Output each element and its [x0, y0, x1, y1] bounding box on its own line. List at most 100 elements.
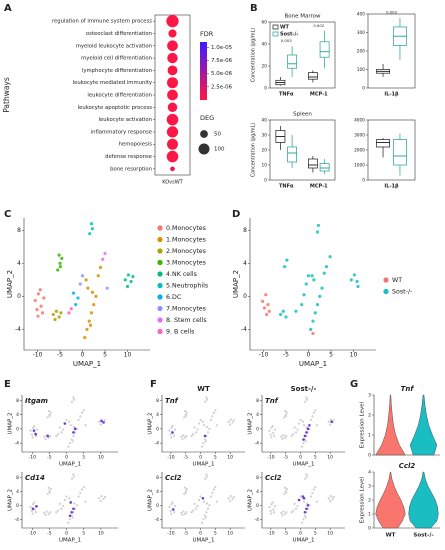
x-tick-label: 10 [327, 455, 333, 461]
background-cell [271, 424, 274, 428]
cell-point [33, 298, 37, 303]
background-cell [305, 473, 308, 476]
background-cell [204, 440, 207, 443]
x-tick-label: 0 [299, 531, 302, 537]
background-cell [273, 428, 277, 431]
expressing-cell [303, 510, 307, 514]
background-cell [190, 434, 193, 438]
expressing-cell [306, 503, 310, 507]
cell-point [58, 261, 62, 265]
y-tick-label: -4 [15, 517, 20, 523]
background-cell [63, 498, 66, 502]
axes [261, 472, 345, 529]
background-cell [72, 473, 75, 476]
size-legend-label: 50 [214, 132, 221, 138]
background-cell [284, 486, 287, 489]
cell-point [56, 268, 60, 272]
x-tick-label: -5 [47, 531, 52, 537]
y-tick-label: 4 [243, 260, 247, 267]
cell-point [302, 293, 306, 297]
background-cell [227, 420, 230, 423]
background-cell [98, 497, 101, 500]
y-tick-label: 3000 [354, 133, 365, 139]
background-cell [305, 475, 309, 478]
x-tick-label: 0 [65, 531, 68, 537]
y-tick-label: 0 [16, 503, 19, 509]
background-cell [171, 501, 174, 504]
background-cell [212, 411, 215, 414]
pathway-label: leukocyte activation [98, 117, 152, 123]
background-cell [315, 424, 318, 427]
cell-point [131, 274, 135, 279]
y-axis-label: Expression Level [360, 401, 366, 448]
y-tick-label: 60 [262, 20, 268, 26]
y-tick-label: 0 [243, 293, 247, 300]
expressing-cell [171, 431, 174, 434]
expressing-cell [171, 508, 175, 511]
cell-point [74, 303, 78, 307]
background-cell [48, 491, 51, 494]
panel-letter: D [232, 209, 240, 220]
cell-point [39, 304, 43, 308]
dot [167, 40, 178, 52]
background-cell [184, 409, 187, 413]
legend-swatch [157, 305, 163, 312]
cell-point [76, 296, 80, 300]
background-cell [173, 428, 177, 431]
y-tick-label: 8 [256, 475, 259, 481]
background-cell [65, 418, 68, 422]
size-legend-title: DEG [200, 114, 214, 122]
background-cell [311, 415, 314, 418]
x-tick-label: 5 [214, 455, 217, 461]
cell-point [54, 309, 59, 313]
cell-point [88, 232, 92, 236]
violin [409, 394, 438, 456]
y-tick-label: 4 [16, 412, 19, 418]
background-cell [204, 516, 207, 519]
y-tick-label: 10 [262, 163, 268, 169]
background-cell [292, 509, 295, 512]
background-cell [292, 433, 295, 436]
background-cell [296, 504, 299, 508]
panel-letter: B [250, 3, 258, 14]
pathway-label: lymphocyte differentiation [82, 68, 152, 74]
x-tick-label: 0 [307, 352, 311, 359]
pathway-label: inflammatory response [91, 129, 152, 135]
background-cell [205, 475, 209, 478]
background-cell [184, 414, 188, 418]
background-cell [182, 510, 185, 513]
y-tick-label: -4 [15, 441, 20, 447]
background-cell [202, 500, 206, 503]
background-cell [82, 409, 85, 412]
y-axis-label: UMAP_2 [248, 489, 254, 511]
background-cell [69, 424, 72, 427]
expressing-cell [306, 427, 310, 431]
background-cell [282, 434, 285, 437]
cell-point [38, 288, 42, 292]
pathway-label: myeloid leukocyte activation [76, 43, 152, 49]
box [319, 163, 330, 172]
x-tick-label: 10 [227, 531, 233, 537]
background-cell [297, 422, 301, 425]
x-tick-label: 5 [103, 352, 107, 359]
cell-point [352, 273, 356, 277]
cell-point [315, 303, 320, 307]
y-axis-label: UMAP_2 [8, 412, 14, 434]
x-tick-label: 10 [98, 455, 104, 461]
y-tick-label: 400 [357, 12, 365, 18]
background-cell [205, 398, 209, 401]
y-tick-label: 0 [368, 526, 371, 532]
y-tick-label: 0 [264, 86, 267, 92]
background-cell [273, 434, 276, 438]
x-tick-label: -10 [167, 531, 174, 537]
background-cell [70, 400, 74, 403]
background-cell [197, 498, 201, 502]
cell-point [264, 293, 268, 297]
cell-point [94, 294, 98, 298]
gene-title: Tnf [401, 385, 415, 393]
cell-point [87, 319, 91, 323]
y-tick-label: 8 [16, 398, 19, 404]
legend-label: 0.Monocytes [166, 225, 206, 232]
cell-point [309, 327, 313, 331]
expressing-cell [31, 507, 35, 511]
